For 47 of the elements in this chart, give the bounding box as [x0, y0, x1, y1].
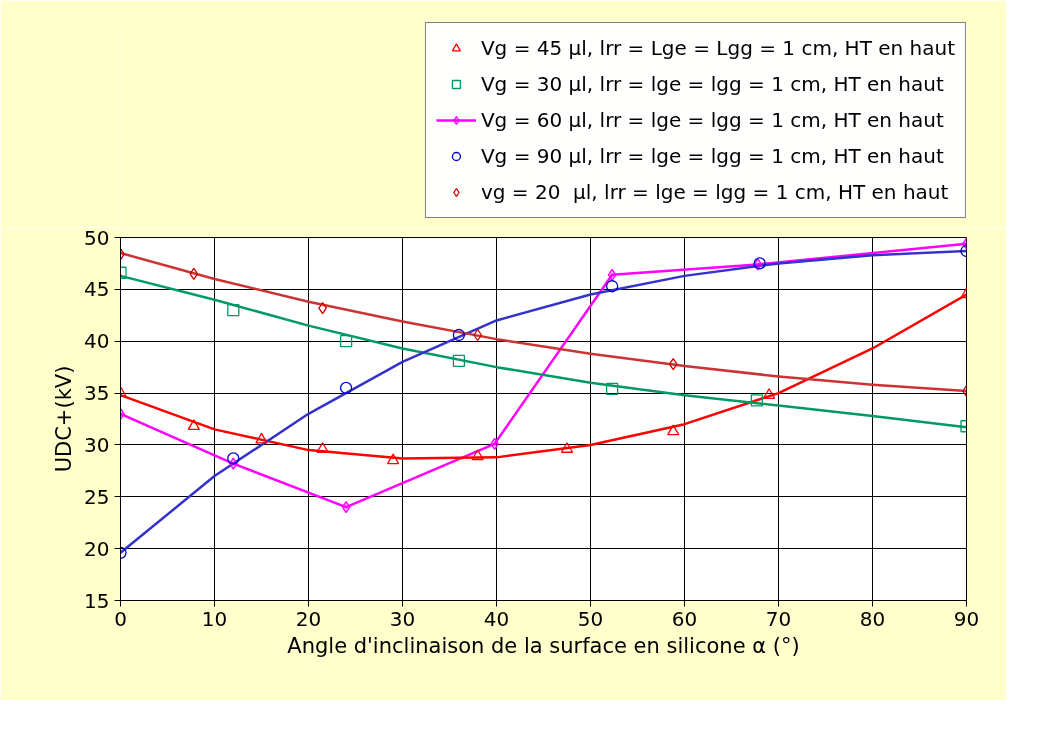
point: [316, 442, 329, 453]
legend-label: Vg = 30 µl, lrr = lge = lgg = 1 cm, HT en haut: [480, 71, 944, 98]
point: [605, 382, 619, 396]
point: [607, 268, 617, 281]
legend-label: Vg = 45 µl, lrr = Lge = Lgg = 1 cm, HT en haut: [480, 35, 955, 62]
point: [227, 303, 240, 317]
point: [471, 449, 484, 461]
point: [452, 328, 466, 342]
point: [339, 381, 353, 395]
x-tick-label: 40: [483, 606, 510, 631]
y-tick-label: 40: [84, 329, 110, 354]
point: [341, 501, 351, 514]
y-tick-label: 35: [84, 381, 110, 406]
legend-label: Vg = 90 µl, lrr = lge = lgg = 1 cm, HT en haut: [480, 143, 944, 170]
x-tick-label: 60: [671, 606, 698, 631]
point: [339, 335, 353, 348]
point: [386, 453, 400, 465]
point: [187, 419, 200, 431]
point: [605, 280, 619, 293]
legend-label: vg = 20 µl, lrr = lge = lgg = 1 cm, HT en haut: [480, 179, 949, 206]
point: [227, 452, 240, 465]
y-tick-label: 15: [84, 588, 110, 613]
x-tick-label: 20: [295, 606, 322, 631]
point: [667, 424, 680, 436]
legend-label: Vg = 60 µl, lrr = lge = lgg = 1 cm, HT en haut: [480, 107, 944, 134]
x-tick-label: 80: [859, 606, 886, 631]
x-tick-label: 90: [953, 606, 980, 631]
point: [762, 388, 776, 399]
x-axis-title: Angle d'inclinaison de la surface en silicone α (°): [287, 633, 800, 658]
x-tick-label: 70: [765, 606, 792, 631]
point: [750, 394, 764, 407]
y-tick-label: 50: [84, 225, 110, 250]
y-tick-label: 30: [84, 432, 110, 457]
y-tick-label: 20: [84, 536, 110, 561]
x-tick-label: 0: [114, 606, 127, 631]
y-tick-label: 25: [84, 484, 110, 509]
point: [255, 432, 268, 444]
point: [189, 267, 199, 280]
point: [473, 328, 483, 342]
x-tick-label: 50: [577, 606, 604, 631]
point: [560, 442, 574, 453]
y-tick-label: 45: [84, 277, 110, 302]
x-tick-label: 10: [201, 606, 228, 631]
point: [452, 354, 466, 368]
x-tick-label: 30: [389, 606, 416, 631]
y-axis-title: UDC+(kV): [52, 365, 77, 473]
point: [668, 357, 678, 371]
